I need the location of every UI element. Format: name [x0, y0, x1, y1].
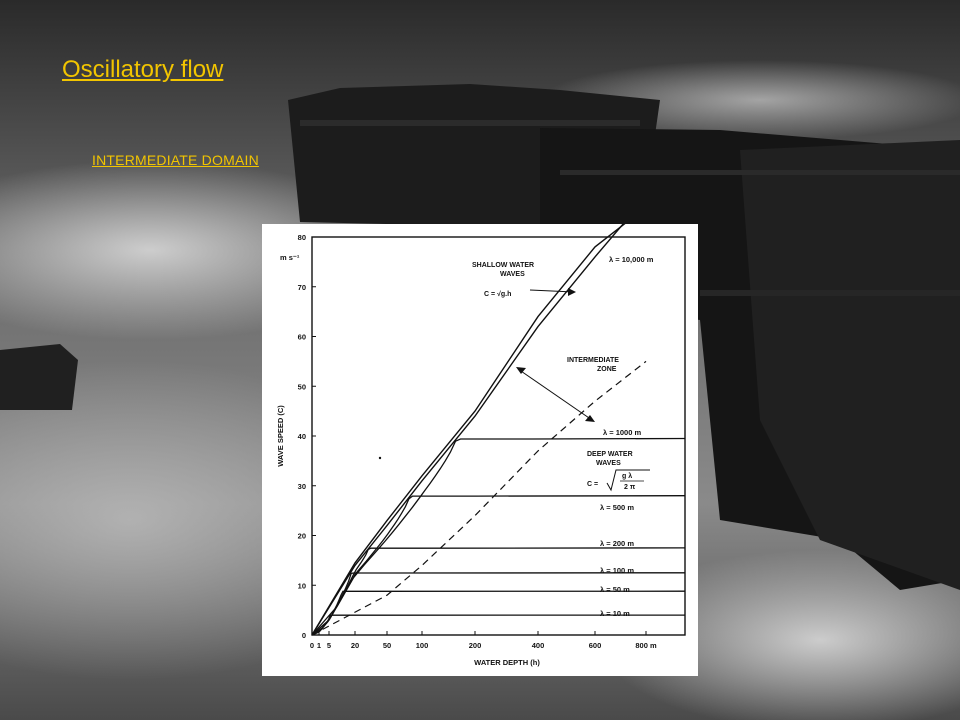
x-tick-label: 20 — [351, 641, 359, 650]
deep-formula-sqrt — [606, 469, 650, 492]
x-tick-label: 800 m — [635, 641, 657, 650]
deep-formula-lhs: C = — [587, 481, 598, 488]
y-axis-label: WAVE SPEED (C) — [276, 405, 285, 467]
shallow-label-line2: WAVES — [500, 271, 525, 278]
x-tick-label: 5 — [327, 641, 331, 650]
stray-dot — [378, 456, 382, 460]
deep-label-line1: DEEP WATER — [587, 451, 633, 458]
wavelength-curve — [311, 590, 686, 636]
intermediate-zone-label: INTERMEDIATE ZONE — [567, 357, 621, 373]
shallow-water-line — [311, 224, 625, 636]
y-tick-label: 50 — [298, 382, 306, 391]
intermediate-label-line1: INTERMEDIATE — [567, 357, 619, 364]
deep-formula-denominator: 2 π — [624, 484, 636, 491]
wavelength-label: λ = 200 m — [600, 539, 634, 548]
x-tick-label: 600 — [589, 641, 602, 650]
deep-water-waves-label: DEEP WATER WAVES — [587, 451, 635, 467]
shallow-water-waves-label: SHALLOW WATER WAVES — [472, 262, 536, 278]
shallow-label-line1: SHALLOW WATER — [472, 262, 534, 269]
wavelength-label: λ = 50 m — [600, 585, 630, 594]
x-tick-label: 100 — [416, 641, 429, 650]
shallow-arrowhead — [568, 288, 576, 296]
wavelength-label: λ = 500 m — [600, 503, 634, 512]
y-tick-label: 60 — [298, 333, 306, 342]
x-tick-label: 200 — [469, 641, 482, 650]
y-unit-label: m s⁻¹ — [280, 253, 300, 262]
slide-title-link[interactable]: Oscillatory flow — [62, 56, 224, 83]
deep-label-line2: WAVES — [596, 460, 621, 467]
wavelength-label: λ = 10,000 m — [609, 255, 654, 264]
wavelength-curve — [311, 495, 686, 636]
x-tick-label: 0 — [310, 641, 314, 650]
x-axis-label: WATER DEPTH (h) — [474, 658, 540, 667]
wavelength-label: λ = 1000 m — [603, 428, 641, 437]
shallow-formula: C = √g.h — [484, 290, 511, 298]
wavelength-curve — [311, 547, 686, 636]
y-tick-label: 80 — [298, 233, 306, 242]
wave-speed-chart: m s⁻¹ WAVE SPEED (C) WATER DEPTH (h) 0 10… — [262, 224, 698, 676]
y-tick-label: 10 — [298, 581, 306, 590]
chart-svg: m s⁻¹ WAVE SPEED (C) WATER DEPTH (h) 010… — [276, 224, 686, 667]
y-tick-label: 0 — [302, 631, 306, 640]
wavelength-curve — [311, 572, 686, 636]
wavelength-curve — [311, 437, 686, 636]
shallow-water-line-upper — [311, 224, 626, 636]
intermediate-domain-link[interactable]: INTERMEDIATE DOMAIN — [92, 152, 259, 168]
intermediate-arrowhead-upper — [516, 367, 526, 374]
y-tick-label: 30 — [298, 482, 306, 491]
x-tick-label: 400 — [532, 641, 545, 650]
y-tick-label: 70 — [298, 283, 306, 292]
intermediate-label-line2: ZONE — [597, 366, 617, 373]
y-tick-label: 40 — [298, 432, 306, 441]
x-tick-label: 1 — [317, 641, 321, 650]
deep-formula-numerator: g λ — [622, 472, 632, 480]
wavelength-curve — [311, 614, 686, 636]
deep-water-limit-line — [311, 360, 647, 636]
wavelength-label: λ = 100 m — [600, 566, 634, 575]
y-tick-label: 20 — [298, 532, 306, 541]
x-tick-label: 50 — [383, 641, 391, 650]
wavelength-label: λ = 10 m — [600, 609, 630, 618]
intermediate-arrow — [517, 368, 593, 421]
shallow-formula-arrow — [529, 289, 575, 293]
intermediate-arrowhead-lower — [585, 415, 595, 422]
